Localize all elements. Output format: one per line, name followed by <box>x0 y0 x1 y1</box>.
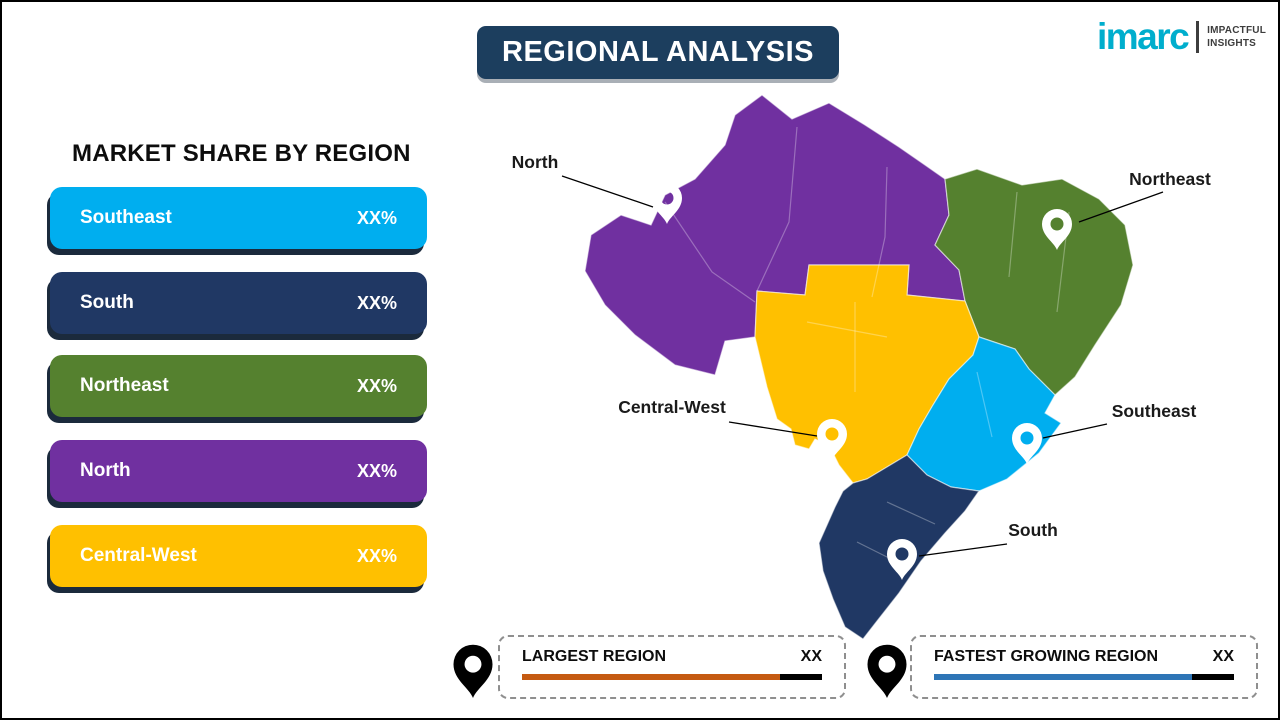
largest-region-value: XX <box>800 648 822 665</box>
fastest-growing-region-value: XX <box>1212 648 1234 665</box>
bar-value: XX% <box>356 292 397 313</box>
region-bar-central-west: Central-West XX% <box>50 525 427 587</box>
map-pin-north <box>652 183 682 224</box>
fastest-growing-region-card: FASTEST GROWING REGION XX <box>910 635 1258 699</box>
map-pin-northeast <box>1042 209 1072 250</box>
fastest-growing-region-label: FASTEST GROWING REGION <box>934 648 1159 665</box>
map-label-northeast: Northeast <box>1129 169 1211 189</box>
map-pin-southeast <box>1012 423 1042 464</box>
largest-region-bar-main <box>522 674 780 680</box>
bar-label: South <box>80 292 134 313</box>
leader-line-northeast <box>1078 191 1164 223</box>
fastest-growing-region-bar-end <box>1192 674 1234 680</box>
map-label-north: North <box>512 152 559 172</box>
logo-divider <box>1196 20 1200 53</box>
logo-tagline-bottom: INSIGHTS <box>1207 37 1256 49</box>
region-bar-southeast: Southeast XX% <box>50 187 427 249</box>
leader-line-north <box>561 175 654 208</box>
page-title: REGIONAL ANALYSIS <box>502 36 814 68</box>
logo-tagline-top: IMPACTFUL <box>1207 24 1266 36</box>
bar-value: XX% <box>356 207 397 228</box>
market-share-heading: MARKET SHARE BY REGION <box>72 140 411 167</box>
map-label-southeast: Southeast <box>1112 401 1197 421</box>
region-bar-north: North XX% <box>50 440 427 502</box>
map-pin-central-west <box>817 419 847 460</box>
logo-tagline: IMPACTFUL INSIGHTS <box>1207 24 1266 50</box>
title-banner: REGIONAL ANALYSIS <box>477 26 839 79</box>
bar-label: Central-West <box>80 545 197 566</box>
brazil-map: North Northeast Central-West Southeast S… <box>457 72 1267 652</box>
location-pin-icon <box>867 644 907 698</box>
bar-label: North <box>80 460 131 481</box>
largest-region-bar-end <box>780 674 822 680</box>
bar-value: XX% <box>356 375 397 396</box>
location-pin-icon <box>453 644 493 698</box>
region-bar-south: South XX% <box>50 272 427 334</box>
map-pin-south <box>887 539 917 580</box>
largest-region-card: LARGEST REGION XX <box>498 635 846 699</box>
leader-line-south <box>918 543 1008 557</box>
fastest-growing-region-bar-main <box>934 674 1192 680</box>
largest-region-label: LARGEST REGION <box>522 648 667 665</box>
bar-label: Southeast <box>80 207 172 228</box>
map-label-central-west: Central-West <box>618 397 726 417</box>
leader-line-southeast <box>1042 423 1108 439</box>
imarc-logo: imarc IMPACTFUL INSIGHTS <box>1097 18 1266 55</box>
region-bar-northeast: Northeast XX% <box>50 355 427 417</box>
bar-value: XX% <box>356 545 397 566</box>
leader-line-central-west <box>728 421 818 437</box>
logo-wordmark: imarc <box>1096 16 1190 57</box>
bar-value: XX% <box>356 460 397 481</box>
map-label-south: South <box>1008 520 1058 540</box>
largest-region-bar <box>522 674 822 680</box>
fastest-growing-region-bar <box>934 674 1234 680</box>
bar-label: Northeast <box>80 375 169 396</box>
